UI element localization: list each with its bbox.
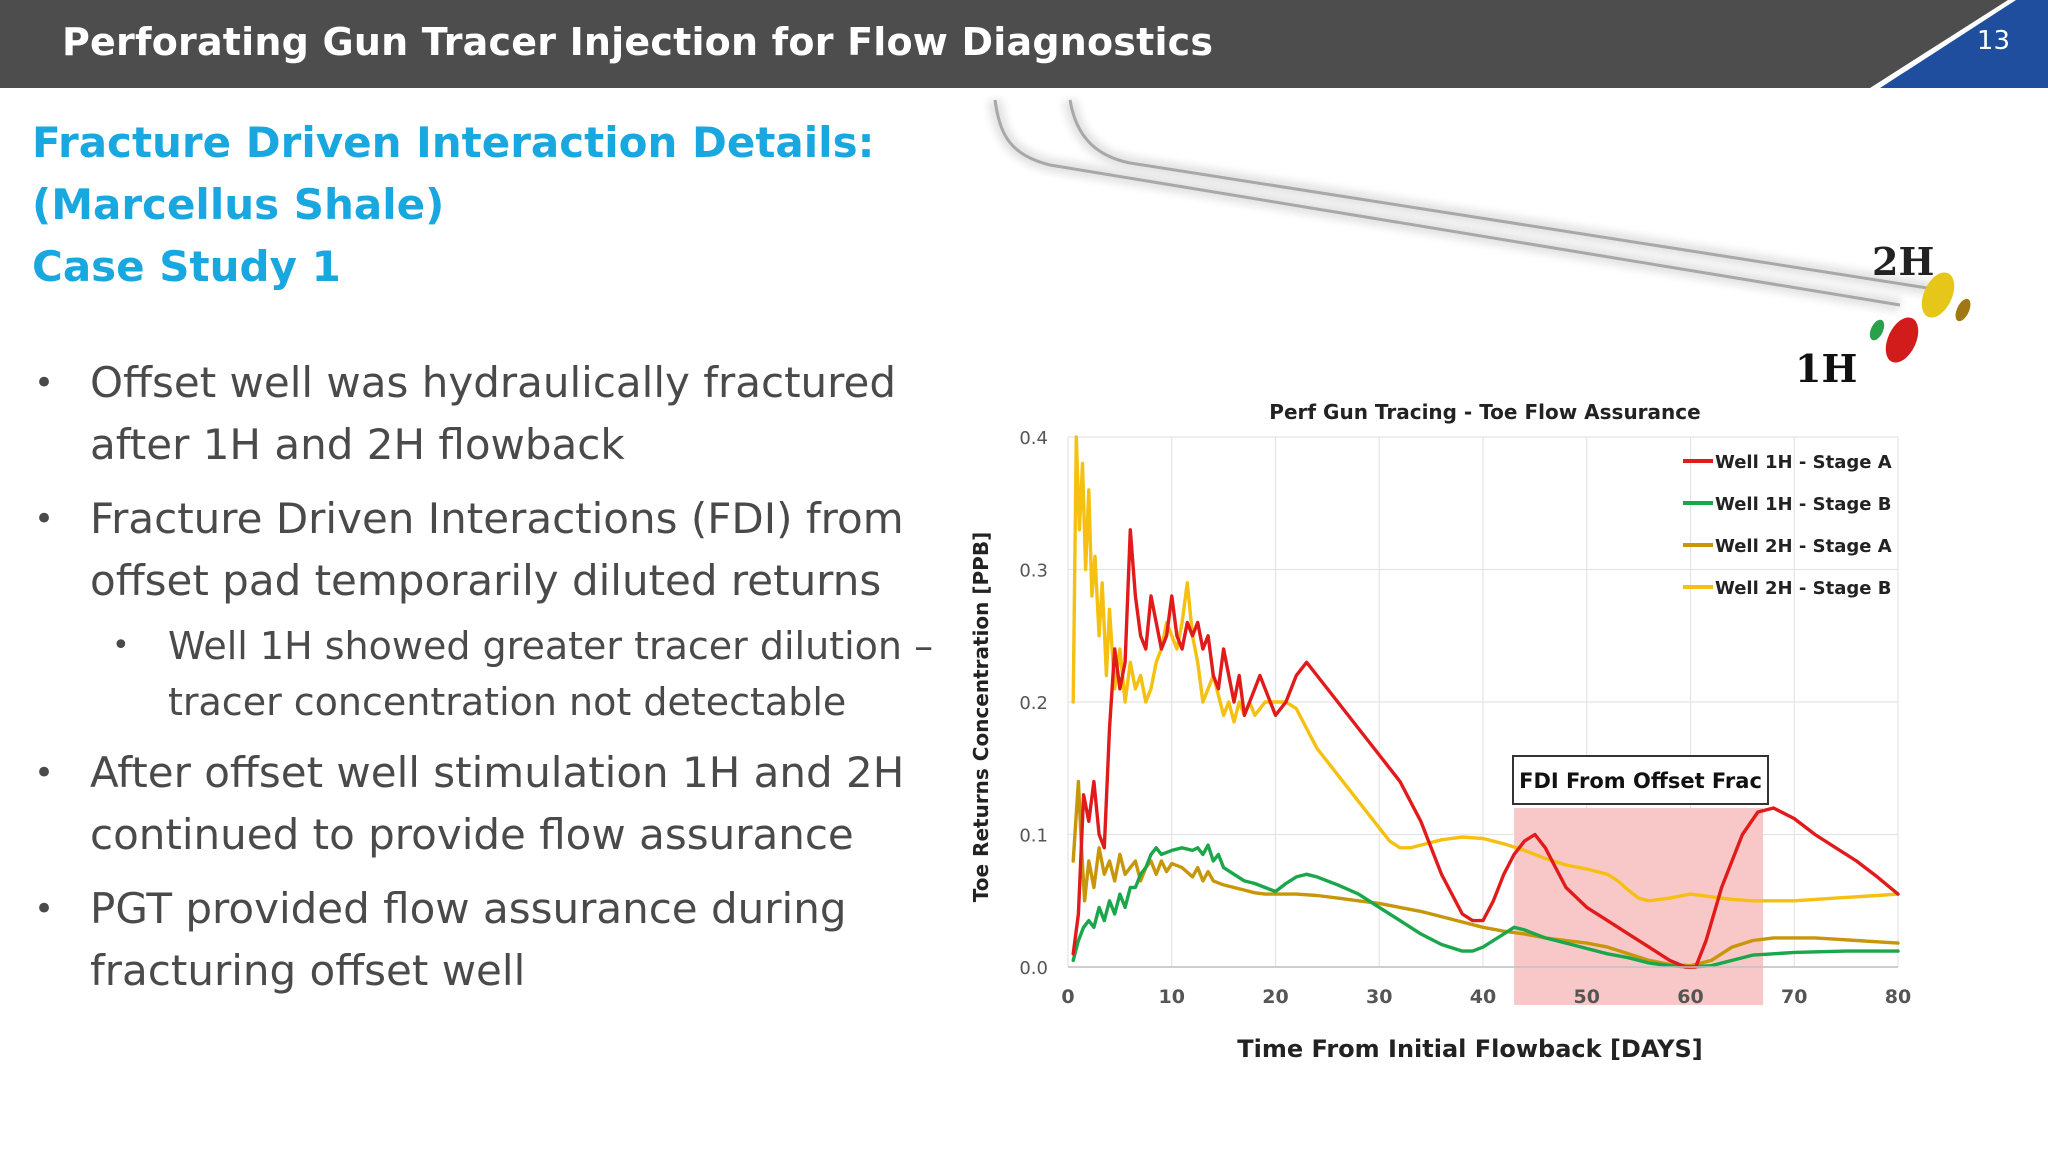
bullet-item: • PGT provided flow assurance during fra… xyxy=(32,878,952,1002)
bullet-text: offset pad temporarily diluted returns xyxy=(90,556,882,605)
bullet-text: fracturing offset well xyxy=(90,946,526,995)
well-label-2h: 2H xyxy=(1872,239,1934,284)
subtitle-line: Fracture Driven Interaction Details: xyxy=(32,118,875,167)
sub-bullet-item: • Well 1H showed greater tracer dilution… xyxy=(32,618,952,730)
bullet-text: Well 1H showed greater tracer dilution – xyxy=(168,624,934,668)
y-tick-label: 0.2 xyxy=(1019,693,1048,714)
legend-item: Well 2H - Stage A xyxy=(1683,536,1892,557)
subtitle-line: Case Study 1 xyxy=(32,242,341,291)
series-line-well-1h-stage-a xyxy=(1071,528,1900,969)
line-chart: 0 10 20 30 40 50 60 70 80 0.0 0.1 0.2 0.3 0.4 Perf G… xyxy=(969,400,1911,1063)
bullet-text: After offset well stimulation 1H and 2H xyxy=(90,748,905,797)
bullet-text: tracer concentration not detectable xyxy=(168,680,847,724)
legend-label: Well 1H - Stage A xyxy=(1715,452,1892,473)
bullet-text: after 1H and 2H flowback xyxy=(90,420,625,469)
legend-item: Well 1H - Stage A xyxy=(1683,452,1892,473)
bullet-item: • Fracture Driven Interactions (FDI) fro… xyxy=(32,488,952,612)
bullet-dot-icon: • xyxy=(34,753,55,793)
x-tick-label: 80 xyxy=(1885,986,1911,1008)
tracer-marker-1h-stage-a xyxy=(1885,317,1919,363)
series-line-well-1h-stage-b xyxy=(1071,843,1900,969)
legend-item: Well 1H - Stage B xyxy=(1683,494,1891,515)
page-number: 13 xyxy=(1976,26,2010,56)
x-tick-label: 70 xyxy=(1781,986,1807,1008)
y-tick-label: 0.0 xyxy=(1019,958,1048,979)
x-axis-label: Time From Initial Flowback [DAYS] xyxy=(1237,1035,1703,1063)
chart-title: Perf Gun Tracing - Toe Flow Assurance xyxy=(1269,400,1700,424)
x-tick-label: 10 xyxy=(1159,986,1185,1008)
y-tick-label: 0.1 xyxy=(1019,826,1048,847)
bullet-text: continued to provide flow assurance xyxy=(90,810,854,859)
bullet-dot-icon: • xyxy=(34,889,55,929)
well-label-1h: 1H xyxy=(1795,346,1857,391)
fdi-annotation-box: FDI From Offset Frac xyxy=(1512,755,1769,805)
well-trajectory-graphic: 2H 1H xyxy=(988,98,1971,391)
bullet-dot-icon: • xyxy=(34,499,55,539)
bullet-dot-icon: • xyxy=(34,363,55,403)
bullet-dot-icon: • xyxy=(112,628,130,663)
header-accent-stripe xyxy=(1870,0,2048,88)
x-tick-label: 20 xyxy=(1262,986,1288,1008)
x-tick-label: 40 xyxy=(1470,986,1496,1008)
fdi-highlight-region xyxy=(1514,808,1764,1005)
tracer-marker-2h-stage-a xyxy=(1955,298,1971,322)
tracer-marker-2h-stage-b xyxy=(1921,272,1955,318)
x-tick-label: 0 xyxy=(1061,986,1074,1008)
legend-label: Well 2H - Stage A xyxy=(1715,536,1892,557)
legend-label: Well 1H - Stage B xyxy=(1715,494,1891,515)
y-axis-label: Toe Returns Concentration [PPB] xyxy=(969,532,993,902)
y-tick-label: 0.4 xyxy=(1019,428,1048,449)
chart-legend: Well 1H - Stage A Well 1H - Stage B Well 2… xyxy=(1683,452,1892,599)
legend-item: Well 2H - Stage B xyxy=(1683,578,1891,599)
fdi-annotation-label: FDI From Offset Frac xyxy=(1519,769,1762,793)
bullet-list: • Offset well was hydraulically fracture… xyxy=(32,352,952,1014)
bullet-item: • Offset well was hydraulically fracture… xyxy=(32,352,952,476)
x-tick-label: 30 xyxy=(1366,986,1392,1008)
x-tick-label: 60 xyxy=(1677,986,1703,1008)
slide-title: Perforating Gun Tracer Injection for Flo… xyxy=(62,20,1214,64)
subtitle-line: (Marcellus Shale) xyxy=(32,180,445,229)
x-axis-ticks: 0 10 20 30 40 50 60 70 80 xyxy=(1061,986,1911,1008)
chart-series-lines xyxy=(1071,435,1900,969)
bullet-text: Fracture Driven Interactions (FDI) from xyxy=(90,494,904,543)
bullet-text: Offset well was hydraulically fractured xyxy=(90,358,897,407)
bullet-text: PGT provided flow assurance during xyxy=(90,884,847,933)
y-tick-label: 0.3 xyxy=(1019,561,1048,582)
header-bar: Perforating Gun Tracer Injection for Flo… xyxy=(0,0,2048,88)
legend-label: Well 2H - Stage B xyxy=(1715,578,1891,599)
chart-grid xyxy=(1067,436,1899,968)
well-1h-path xyxy=(993,99,1901,307)
x-tick-label: 50 xyxy=(1574,986,1600,1008)
tracer-marker-1h-stage-b xyxy=(1869,319,1885,341)
well-2h-path xyxy=(1068,99,1941,292)
bullet-item: • After offset well stimulation 1H and 2… xyxy=(32,742,952,866)
y-axis-ticks: 0.0 0.1 0.2 0.3 0.4 xyxy=(1019,428,1048,979)
series-line-well-2h-stage-a xyxy=(1071,779,1900,968)
section-subtitle: Fracture Driven Interaction Details: (Ma… xyxy=(32,112,874,298)
